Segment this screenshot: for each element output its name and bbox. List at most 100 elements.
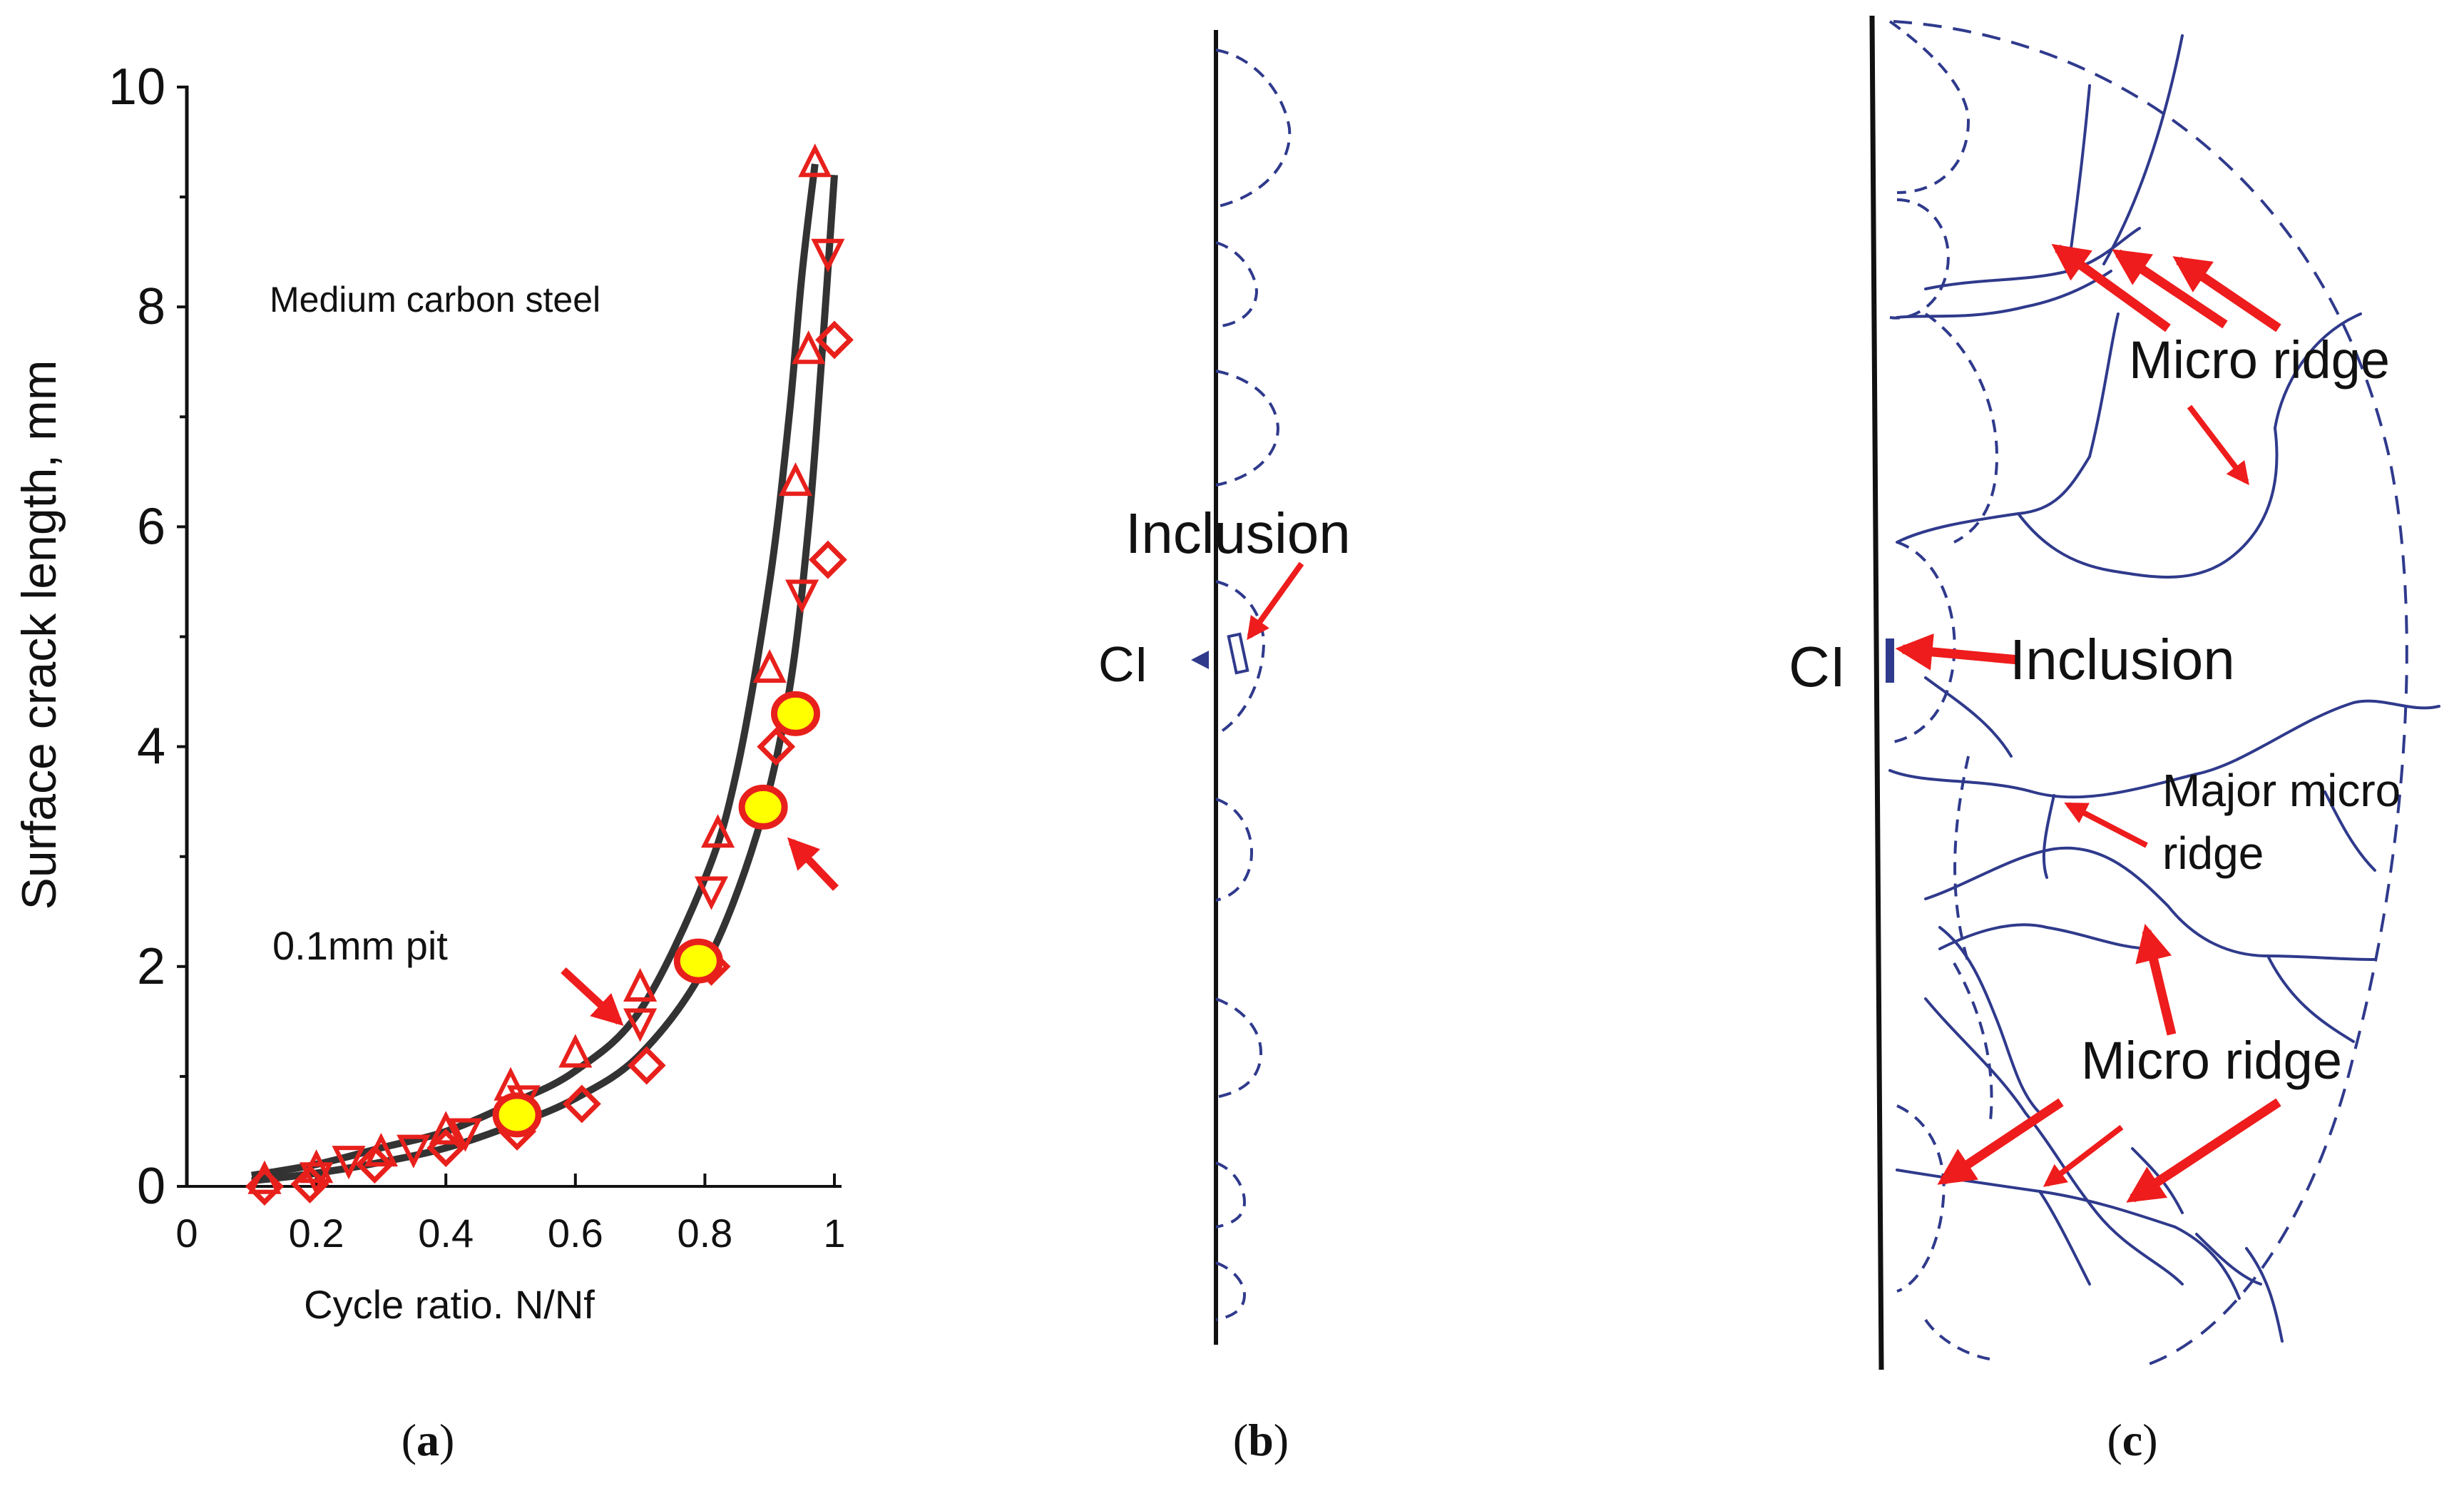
major-micro-ridge-label: Major micro: [2162, 765, 2401, 816]
data-point-diamond: [815, 320, 854, 360]
data-point-triangle-up: [752, 649, 787, 683]
pit-outline: [1215, 798, 1254, 902]
crack-front-boundary: [1893, 20, 2408, 1368]
data-point-triangle-down: [332, 1146, 366, 1180]
data-point-triangle-down: [811, 238, 845, 273]
y-tick-label: 10: [108, 58, 165, 116]
inclusion-mark: [1227, 632, 1249, 675]
micro-ridge-arrow: [2112, 249, 2228, 329]
y-tick-label: 4: [137, 718, 165, 775]
data-point-diamond: [627, 1046, 666, 1085]
panel-c-sketch: Micro ridge CI Inclusion Major micro rid…: [1789, 15, 2440, 1370]
data-point-diamond: [355, 1145, 394, 1184]
data-point-yellow-circle: [492, 1092, 542, 1138]
major-micro-ridge-arrow: [2064, 802, 2148, 848]
data-point-triangle-up: [623, 967, 658, 1002]
data-point-triangle-down: [623, 1008, 658, 1042]
x-tick-label: 0: [175, 1211, 198, 1256]
micro-ridge-arrow: [2043, 1124, 2124, 1187]
micro-ridge-label-top: Micro ridge: [2129, 330, 2390, 390]
panel-b-sketch: Inclusion CI: [1098, 30, 1351, 1345]
micro-ridge-arrow: [1937, 1098, 2064, 1185]
micro-ridge-label-bottom: Micro ridge: [2081, 1031, 2342, 1090]
y-axis-label: Surface crack length, mm: [12, 360, 66, 910]
y-tick-label: 8: [137, 278, 165, 335]
x-tick-label: 1: [823, 1211, 845, 1256]
ci-label: CI: [1789, 635, 1846, 698]
micro-ridge-line: [1888, 699, 2440, 799]
data-point-triangle-up: [701, 814, 735, 848]
data-point-triangle-down: [397, 1134, 431, 1169]
caption-b: (b): [1233, 1415, 1289, 1465]
data-point-diamond: [808, 540, 847, 579]
micro-ridge-arrow: [2187, 404, 2249, 486]
micro-ridge-line: [2017, 427, 2279, 579]
y-tick-label: 0: [137, 1158, 165, 1215]
data-point-yellow-circle: [673, 938, 723, 984]
data-point-triangle-up: [429, 1111, 463, 1145]
data-point-diamond: [426, 1129, 466, 1168]
pit-outline: [1924, 1318, 1990, 1360]
micro-ridge-line: [2038, 1190, 2091, 1286]
x-axis-label: Cycle ratio. N/Nf: [304, 1282, 595, 1327]
pit-outline: [1215, 370, 1280, 487]
surface-line: [1869, 15, 1884, 1370]
fit-curve: [250, 163, 819, 1179]
captions: (a) (b) (c): [402, 1415, 2158, 1465]
data-markers: [245, 143, 854, 1206]
micro-ridge-line: [2042, 794, 2055, 879]
micro-ridge-line: [1924, 846, 2376, 961]
pit-outline: [1893, 541, 1956, 743]
micro-ridge-line: [2324, 790, 2376, 872]
y-tick-label: 6: [137, 498, 165, 555]
pit-outline: [1215, 1261, 1247, 1321]
micro-ridge-line: [1938, 923, 2155, 950]
x-tick-label: 0.6: [548, 1211, 603, 1256]
data-point-yellow-circle: [771, 691, 821, 736]
fit-curve: [251, 174, 838, 1185]
x-tick-label: 0.8: [677, 1211, 732, 1256]
pit-annotation: 0.1mm pit: [272, 923, 448, 968]
pit-arrow: [561, 967, 624, 1026]
inclusion-arrow: [1895, 633, 2019, 671]
micro-ridge-line: [2102, 34, 2184, 265]
caption-a: (a): [402, 1415, 455, 1465]
micro-ridge-line: [1938, 926, 2041, 1114]
pit-outline: [1215, 241, 1259, 328]
major-micro-ridge-label: ridge: [2162, 828, 2264, 879]
pit-outline: [1953, 962, 1993, 1128]
pit-outline: [1924, 312, 1999, 544]
y-tick-label: 2: [137, 938, 165, 995]
pit-outline: [1215, 1161, 1247, 1228]
data-point-triangle-down: [300, 1162, 334, 1196]
x-tick-label: 0.2: [289, 1211, 344, 1256]
ci-label: CI: [1098, 636, 1148, 692]
data-point-triangle-up: [798, 143, 832, 178]
micro-ridge-line: [2274, 312, 2362, 429]
micro-ridge-line: [1924, 676, 2013, 758]
data-point-diamond: [245, 1167, 284, 1206]
data-point-triangle-down: [694, 876, 729, 910]
point-arrow: [787, 837, 839, 891]
micro-ridge-arrow: [2051, 243, 2171, 332]
micro-ridge-arrow: [2126, 1098, 2281, 1203]
caption-c: (c): [2107, 1415, 2157, 1465]
data-point-triangle-up: [558, 1034, 593, 1068]
micro-ridge-line: [2088, 312, 2120, 458]
inclusion-label: Inclusion: [2010, 628, 2235, 691]
data-point-triangle-down: [785, 579, 819, 614]
inclusion-label: Inclusion: [1125, 502, 1351, 565]
data-point-yellow-circle: [738, 784, 788, 830]
data-point-triangle-up: [792, 330, 826, 365]
pit-outline: [1889, 198, 1950, 320]
chart-title: Medium carbon steel: [270, 280, 600, 320]
inclusion-mark: [1886, 638, 1894, 683]
data-point-triangle-down: [448, 1118, 482, 1152]
x-tick-label: 0.4: [418, 1211, 474, 1256]
micro-ridge-line: [1896, 455, 2091, 544]
data-point-diamond: [562, 1084, 601, 1124]
micro-ridge-arrow: [2172, 256, 2281, 332]
